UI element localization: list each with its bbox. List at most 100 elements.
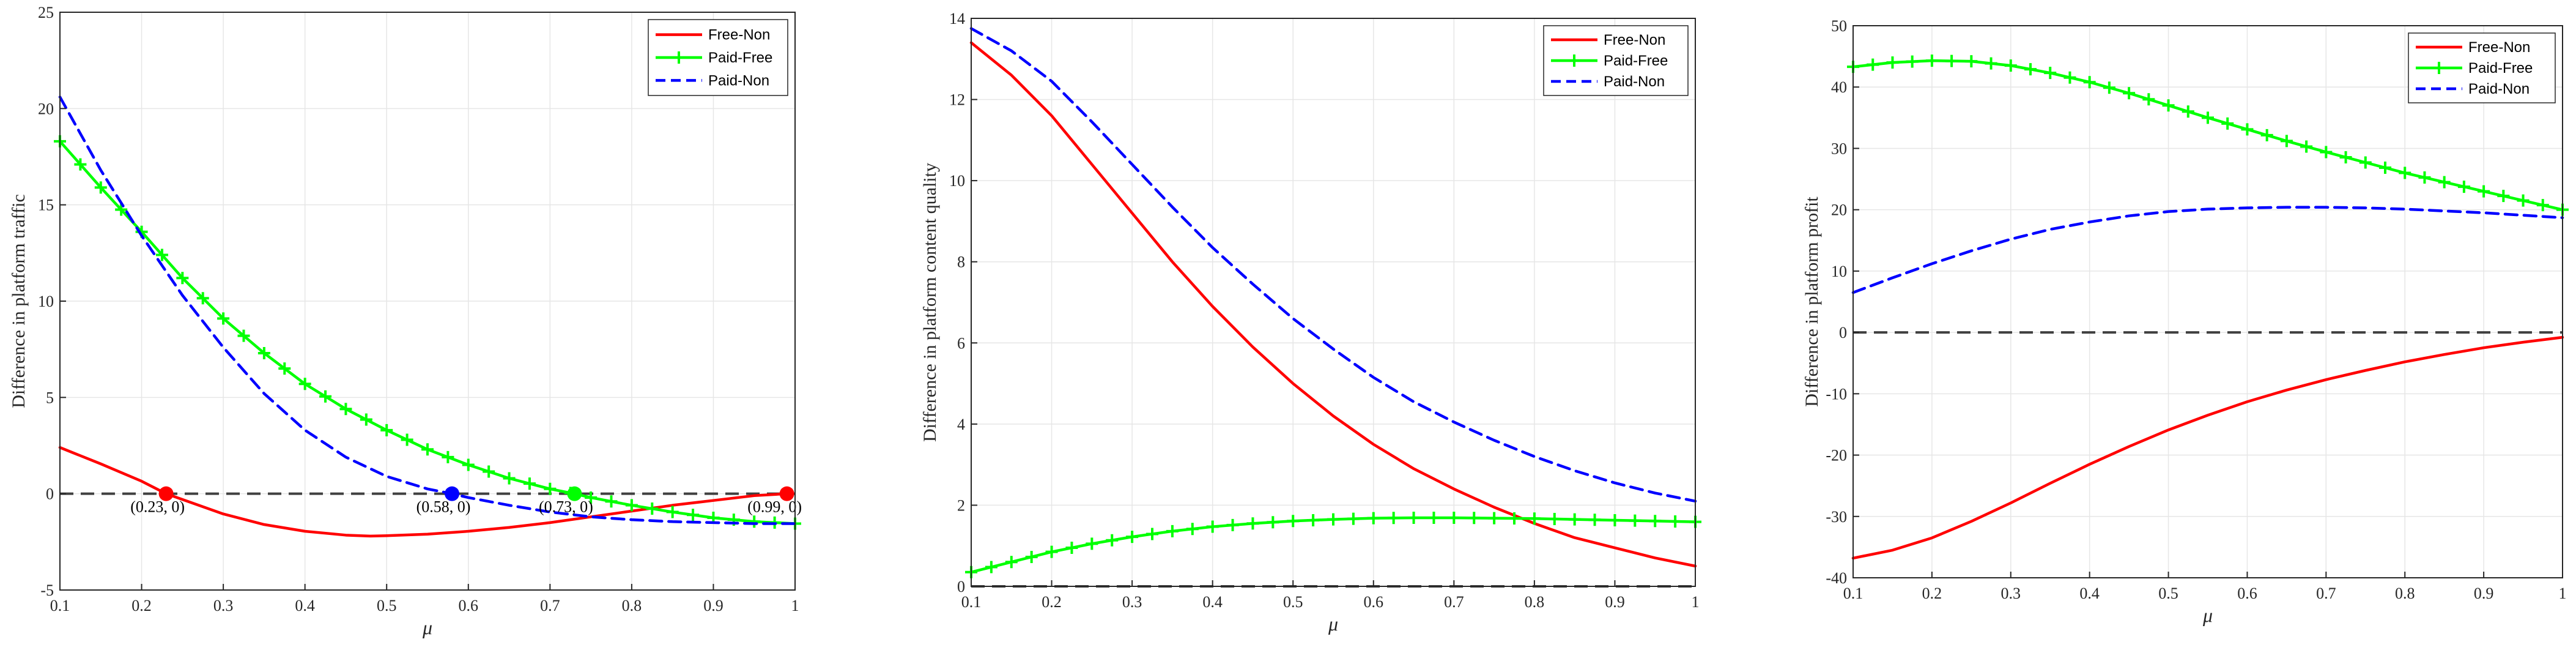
series-marker bbox=[2202, 111, 2214, 124]
series-marker bbox=[1186, 523, 1199, 536]
series-marker bbox=[2478, 185, 2490, 198]
series-marker bbox=[1488, 512, 1501, 525]
series-marker bbox=[1146, 528, 1158, 540]
series-marker bbox=[1086, 537, 1098, 550]
series-marker bbox=[462, 458, 475, 471]
y-tick-label: 0 bbox=[1839, 324, 1847, 342]
x-tick-label: 0.8 bbox=[622, 597, 642, 615]
series-marker bbox=[2004, 59, 2017, 72]
series-line-free-non bbox=[1851, 335, 2564, 560]
series-marker bbox=[1327, 513, 1339, 526]
series-marker bbox=[1965, 55, 1978, 68]
series-marker bbox=[1045, 545, 1058, 558]
legend: Free-Non Paid-Free Paid-Non bbox=[2408, 32, 2556, 103]
y-tick-label: 0 bbox=[46, 485, 54, 503]
legend-label: Free-Non bbox=[2468, 39, 2530, 56]
series-marker bbox=[176, 272, 189, 285]
x-tick-label: 0.4 bbox=[2079, 585, 2100, 602]
series-marker bbox=[421, 443, 434, 456]
series-marker bbox=[1387, 512, 1400, 525]
series-marker bbox=[646, 502, 659, 515]
x-tick-label: 0.1 bbox=[50, 597, 70, 615]
series-marker bbox=[2123, 87, 2136, 100]
series-marker bbox=[1867, 58, 1879, 71]
legend-label: Paid-Non bbox=[1604, 73, 1665, 90]
legend-label: Paid-Free bbox=[1604, 53, 1668, 69]
y-axis-label: Difference in platform profit bbox=[1802, 196, 1822, 407]
series-marker bbox=[2083, 76, 2096, 89]
series-line-paid-non bbox=[1851, 206, 2564, 294]
series-marker bbox=[2221, 117, 2234, 130]
legend-label: Paid-Non bbox=[708, 72, 769, 89]
series-marker bbox=[257, 346, 270, 359]
series-marker bbox=[1307, 514, 1320, 526]
series-marker bbox=[74, 158, 87, 171]
y-tick-label: -10 bbox=[1826, 385, 1847, 403]
series-marker bbox=[2399, 166, 2411, 179]
series-marker bbox=[1568, 513, 1581, 526]
legend-label: Paid-Free bbox=[708, 50, 772, 66]
y-tick-label: 10 bbox=[38, 293, 54, 310]
series-marker bbox=[115, 203, 128, 216]
legend-marker bbox=[673, 51, 685, 64]
series-marker bbox=[2457, 181, 2470, 193]
intersection-point bbox=[779, 486, 794, 501]
series-marker bbox=[298, 378, 311, 390]
x-tick-label: 0.6 bbox=[459, 597, 479, 615]
series-marker bbox=[1548, 512, 1561, 525]
x-tick-label: 1 bbox=[1692, 593, 1700, 611]
y-tick-label: 14 bbox=[949, 10, 965, 28]
series-marker bbox=[2536, 199, 2549, 212]
legend-label: Paid-Non bbox=[2468, 81, 2530, 97]
x-tick-label: 0.2 bbox=[1922, 585, 1942, 602]
x-axis-label: μ bbox=[2202, 604, 2213, 626]
x-tick-label: 0.2 bbox=[131, 597, 152, 615]
point-label: (0.58, 0) bbox=[416, 498, 471, 516]
series-marker bbox=[666, 506, 679, 518]
series-marker bbox=[1608, 514, 1621, 526]
x-axis-label: μ bbox=[1328, 613, 1338, 635]
series-marker bbox=[237, 329, 250, 342]
series-marker bbox=[483, 465, 495, 478]
y-axis-label: Difference in platform traffic bbox=[9, 194, 29, 408]
series-marker bbox=[217, 312, 230, 325]
x-tick-label: 0.9 bbox=[1605, 593, 1625, 611]
intersection-point bbox=[158, 486, 174, 501]
x-tick-label: 0.3 bbox=[213, 597, 234, 615]
y-axis-label: Difference in platform content quality bbox=[920, 163, 940, 442]
series-marker bbox=[2260, 129, 2273, 141]
x-tick-label: 0.9 bbox=[2474, 585, 2494, 602]
series-marker bbox=[585, 491, 598, 504]
x-tick-label: 0.9 bbox=[703, 597, 724, 615]
x-tick-label: 0.7 bbox=[2316, 585, 2336, 602]
series-line-paid-non bbox=[969, 27, 1697, 503]
series-marker bbox=[1025, 550, 1038, 563]
plot-area-3 bbox=[1853, 26, 2563, 578]
series-marker bbox=[196, 292, 209, 305]
x-tick-label: 0.4 bbox=[295, 597, 315, 615]
series-marker bbox=[1508, 512, 1520, 525]
series-marker bbox=[1427, 511, 1440, 524]
x-tick-label: 1 bbox=[791, 597, 799, 615]
legend-label: Free-Non bbox=[708, 27, 770, 43]
series-marker bbox=[1906, 55, 1919, 68]
point-label: (0.23, 0) bbox=[130, 498, 185, 516]
series-marker bbox=[2063, 71, 2076, 84]
x-tick-label: 0.5 bbox=[1283, 593, 1303, 611]
legend: Free-Non Paid-Free Paid-Non bbox=[1543, 25, 1689, 96]
series-marker bbox=[442, 450, 454, 463]
axes-frame bbox=[1852, 25, 2563, 578]
y-tick-label: 25 bbox=[38, 4, 54, 21]
series-marker bbox=[2241, 123, 2254, 136]
series-marker bbox=[2103, 81, 2115, 94]
series-marker bbox=[1448, 511, 1460, 524]
y-tick-label: -20 bbox=[1826, 447, 1847, 465]
axes-frame bbox=[971, 18, 1696, 587]
series-marker bbox=[2182, 105, 2194, 118]
series-marker bbox=[625, 499, 638, 512]
series-marker bbox=[748, 515, 761, 528]
series-marker bbox=[2044, 67, 2057, 80]
y-tick-label: 6 bbox=[957, 334, 965, 352]
chart-panel-2: 0.1 0.2 0.3 0.4 0.5 0.6 0.7 0.8 0.9 102468101214μ… bbox=[920, 10, 1701, 635]
series-marker bbox=[503, 472, 516, 485]
